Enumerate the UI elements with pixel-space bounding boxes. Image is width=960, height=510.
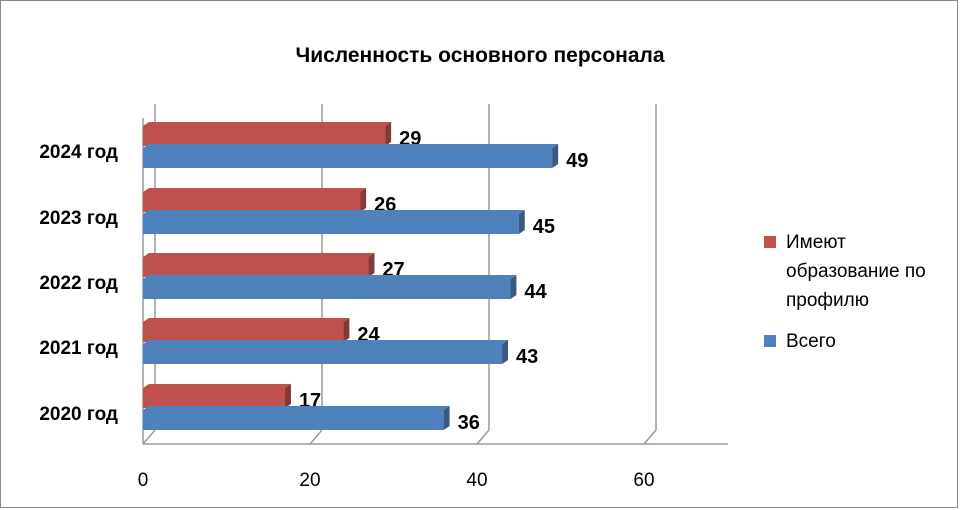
bar-3-0	[143, 192, 361, 212]
legend-label-total: Всего	[786, 331, 836, 352]
x-tick-label-3: 60	[633, 470, 654, 491]
bar-top-4-1	[143, 144, 559, 148]
value-label-0-1: 36	[458, 412, 480, 434]
legend-item-profile: Имеют образование по профилю	[760, 228, 960, 315]
bar-0-1	[143, 410, 444, 430]
bar-2-0	[143, 257, 369, 277]
value-label-2-1: 44	[524, 281, 547, 303]
chart-legend: Имеют образование по профилю Всего	[760, 228, 960, 356]
bar-side-1-1	[502, 340, 509, 364]
bar-1-1	[143, 344, 503, 364]
bar-side-0-1	[443, 406, 450, 430]
bar-top-0-0	[143, 384, 291, 388]
bar-top-3-1	[143, 210, 525, 214]
category-label-0: 2020 год	[39, 404, 118, 425]
bar-side-3-0	[360, 188, 367, 212]
bar-2-1	[143, 279, 511, 299]
x-tick-label-0: 0	[138, 470, 149, 491]
bar-top-4-0	[143, 122, 392, 126]
x-tick-label-2: 40	[466, 470, 487, 491]
category-label-3: 2023 год	[39, 208, 118, 229]
bar-4-1	[143, 148, 553, 168]
bar-0-0	[143, 388, 285, 408]
legend-item-total: Всего	[760, 327, 960, 356]
bar-side-4-1	[552, 144, 559, 168]
bar-side-3-1	[518, 210, 525, 234]
gridline-floor-2	[476, 429, 490, 445]
category-label-2: 2022 год	[39, 273, 118, 294]
bar-top-3-0	[143, 188, 367, 192]
gridline-floor-1	[309, 429, 323, 445]
value-label-3-1: 45	[533, 216, 555, 238]
bar-1-0	[143, 322, 344, 342]
legend-swatch-total	[764, 335, 776, 347]
bar-top-2-0	[143, 253, 375, 257]
bar-side-2-1	[510, 275, 517, 299]
legend-swatch-profile	[764, 236, 776, 248]
bar-side-2-0	[368, 253, 375, 277]
x-tick-label-1: 20	[299, 470, 320, 491]
gridline-floor-0	[142, 429, 156, 445]
category-label-1: 2021 год	[39, 338, 118, 359]
legend-label-profile: Имеют образование по профилю	[786, 232, 926, 311]
bar-side-4-0	[385, 122, 392, 146]
bar-4-0	[143, 126, 386, 146]
bar-side-1-0	[343, 318, 350, 342]
bar-top-2-1	[143, 275, 517, 279]
bar-top-1-0	[143, 318, 350, 322]
bar-top-0-1	[143, 406, 450, 410]
value-label-1-1: 43	[516, 346, 538, 368]
value-label-4-1: 49	[566, 150, 588, 172]
bar-3-1	[143, 214, 519, 234]
bar-side-0-0	[284, 384, 291, 408]
bar-top-1-1	[143, 340, 509, 344]
gridline-floor-3	[643, 429, 657, 445]
chart-title: Численность основного персонала	[295, 44, 665, 67]
category-label-4: 2024 год	[39, 142, 118, 163]
